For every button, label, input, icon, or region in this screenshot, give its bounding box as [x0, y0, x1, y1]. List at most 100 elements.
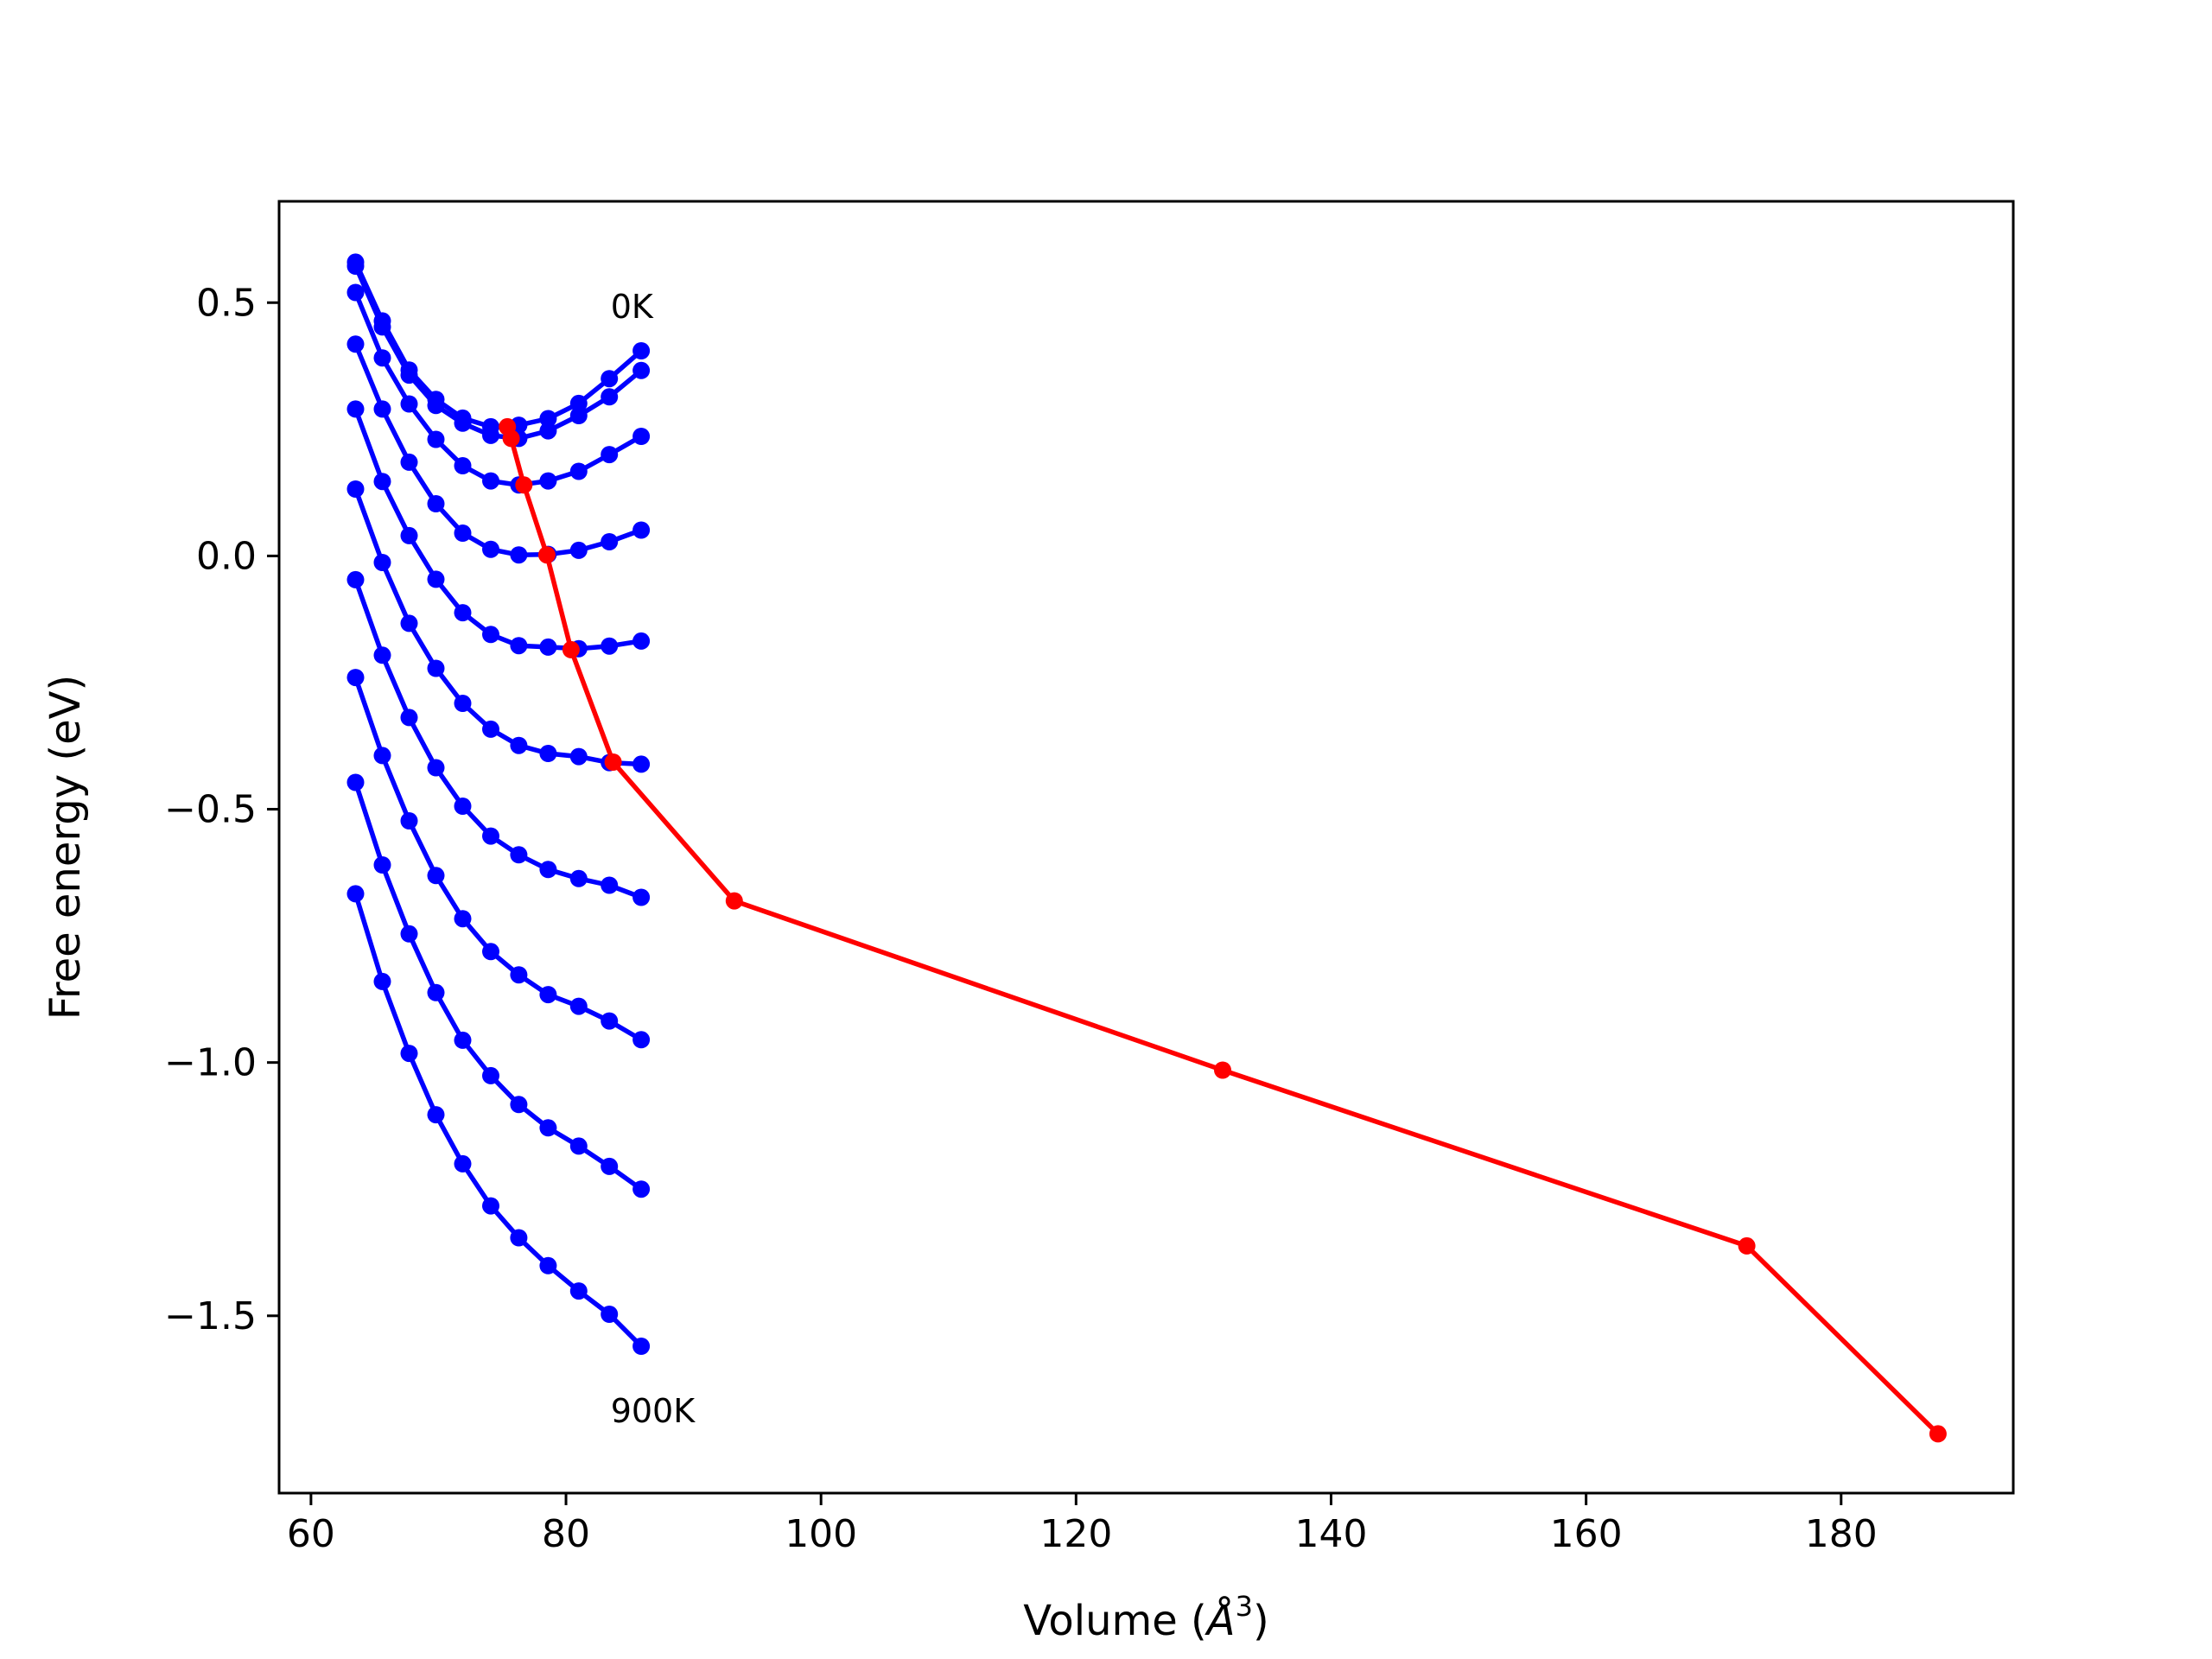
- blue-series-point-9-1: [373, 972, 391, 990]
- annotation-1: 900K: [611, 1392, 696, 1430]
- blue-series-line-6: [353, 578, 643, 900]
- blue-series-point-5-2: [400, 614, 418, 632]
- x-tick-label-6: 180: [1805, 1512, 1878, 1556]
- blue-series-point-7-3: [427, 867, 445, 885]
- blue-series-point-9-5: [482, 1197, 499, 1215]
- blue-series-point-0-7: [539, 410, 557, 428]
- blue-series-point-4-10: [632, 632, 651, 650]
- blue-series-point-8-5: [482, 1066, 499, 1084]
- x-axis-label-close: ): [1253, 1597, 1269, 1645]
- blue-series-point-7-5: [482, 943, 499, 961]
- blue-series-point-3-1: [373, 400, 391, 418]
- blue-series-point-2-0: [346, 283, 365, 302]
- blue-series-point-6-8: [569, 869, 588, 887]
- blue-series-point-7-7: [539, 986, 557, 1004]
- blue-series-point-5-3: [427, 659, 445, 677]
- blue-series-point-3-9: [601, 533, 619, 550]
- blue-series-point-9-2: [400, 1045, 418, 1063]
- y-tick-label-3: −1.0: [164, 1041, 257, 1085]
- x-axis-label-exponent: 3: [1236, 1590, 1253, 1623]
- blue-series-point-8-10: [632, 1180, 651, 1198]
- x-axis-label: Volume (Å3): [1023, 1590, 1268, 1645]
- blue-series-point-9-6: [510, 1229, 528, 1247]
- blue-series-point-3-6: [510, 546, 528, 564]
- blue-series-point-9-4: [454, 1154, 472, 1173]
- y-tick-label-4: −1.5: [164, 1294, 257, 1338]
- blue-series-point-8-1: [373, 856, 391, 874]
- blue-series-point-8-6: [510, 1096, 528, 1114]
- blue-series-point-4-0: [346, 400, 365, 418]
- red-series-point-1: [502, 429, 520, 448]
- blue-series-point-3-3: [427, 495, 445, 512]
- blue-series-point-9-9: [601, 1306, 619, 1323]
- blue-series-point-6-4: [454, 798, 472, 815]
- y-axis-label: Free energy (eV): [41, 675, 90, 1020]
- blue-series-point-2-4: [454, 457, 472, 474]
- x-axis-label-symbol: Å: [1205, 1596, 1236, 1645]
- y-tick-label-2: −0.5: [164, 788, 257, 832]
- blue-series-point-9-10: [632, 1338, 651, 1355]
- blue-series-point-7-1: [373, 747, 391, 765]
- blue-series-point-1-8: [569, 407, 588, 424]
- blue-series-point-2-2: [400, 395, 418, 413]
- blue-series-point-5-4: [454, 695, 472, 712]
- blue-series-point-4-7: [539, 638, 557, 656]
- plot-frame: [277, 200, 2015, 1495]
- blue-series-point-8-2: [400, 925, 418, 943]
- blue-series-point-3-4: [454, 524, 472, 542]
- blue-series-point-7-0: [346, 669, 365, 687]
- blue-series-point-9-0: [346, 885, 365, 903]
- blue-series-point-5-5: [482, 720, 499, 738]
- blue-series-point-0-9: [601, 370, 619, 388]
- blue-series-point-9-7: [539, 1256, 557, 1274]
- x-tick-label-3: 120: [1039, 1512, 1112, 1556]
- blue-series-point-6-9: [601, 876, 619, 894]
- blue-series-point-8-3: [427, 983, 445, 1001]
- blue-series-point-9-8: [569, 1282, 588, 1300]
- blue-series-point-2-9: [601, 446, 619, 464]
- x-tick-label-1: 80: [542, 1512, 590, 1556]
- annotation-0: 0K: [611, 288, 654, 326]
- blue-series-point-4-3: [427, 570, 445, 588]
- blue-series-point-6-5: [482, 827, 499, 845]
- blue-series-point-7-6: [510, 966, 528, 984]
- red-series-point-5: [604, 753, 622, 771]
- blue-series-point-1-9: [601, 388, 619, 406]
- blue-series-point-0-10: [632, 342, 651, 359]
- blue-series-point-8-8: [569, 1137, 588, 1155]
- x-tick-label-0: 60: [287, 1512, 335, 1556]
- blue-series-line-3: [353, 343, 643, 557]
- red-series-line: [505, 426, 1940, 1436]
- blue-series-point-8-7: [539, 1119, 557, 1137]
- blue-series-point-3-10: [632, 521, 651, 539]
- blue-series-point-2-8: [569, 462, 588, 480]
- red-series-point-8: [1738, 1236, 1756, 1255]
- blue-series-point-3-5: [482, 540, 499, 558]
- blue-series-point-3-2: [400, 453, 418, 471]
- blue-series-point-1-7: [539, 422, 557, 440]
- blue-series-point-7-4: [454, 910, 472, 928]
- blue-series-point-5-7: [539, 745, 557, 762]
- x-tick-label-2: 100: [785, 1512, 857, 1556]
- blue-series-point-4-6: [510, 637, 528, 655]
- blue-series-point-4-9: [601, 637, 619, 655]
- blue-series-point-1-10: [632, 361, 651, 379]
- blue-series-point-6-3: [427, 759, 445, 777]
- blue-series-point-5-1: [373, 554, 391, 571]
- blue-series-point-4-1: [373, 473, 391, 491]
- blue-series-point-4-2: [400, 526, 418, 544]
- axes-layer: [267, 200, 2015, 1505]
- blue-series-point-1-5: [482, 426, 499, 444]
- blue-series-point-2-1: [373, 349, 391, 367]
- blue-series-point-0-8: [569, 394, 588, 412]
- blue-series-point-1-0: [346, 257, 365, 275]
- red-series-point-9: [1929, 1425, 1947, 1443]
- red-series-point-4: [562, 640, 580, 658]
- text-layer: Free energy (eV) Volume (Å3) 60 80 100 120 1…: [41, 281, 1878, 1645]
- blue-series-point-7-2: [400, 812, 418, 830]
- blue-series-point-5-0: [346, 480, 365, 498]
- blue-series-point-7-8: [569, 997, 588, 1015]
- blue-series-point-6-2: [400, 709, 418, 727]
- red-series-point-3: [537, 546, 556, 564]
- blue-series-point-4-4: [454, 604, 472, 622]
